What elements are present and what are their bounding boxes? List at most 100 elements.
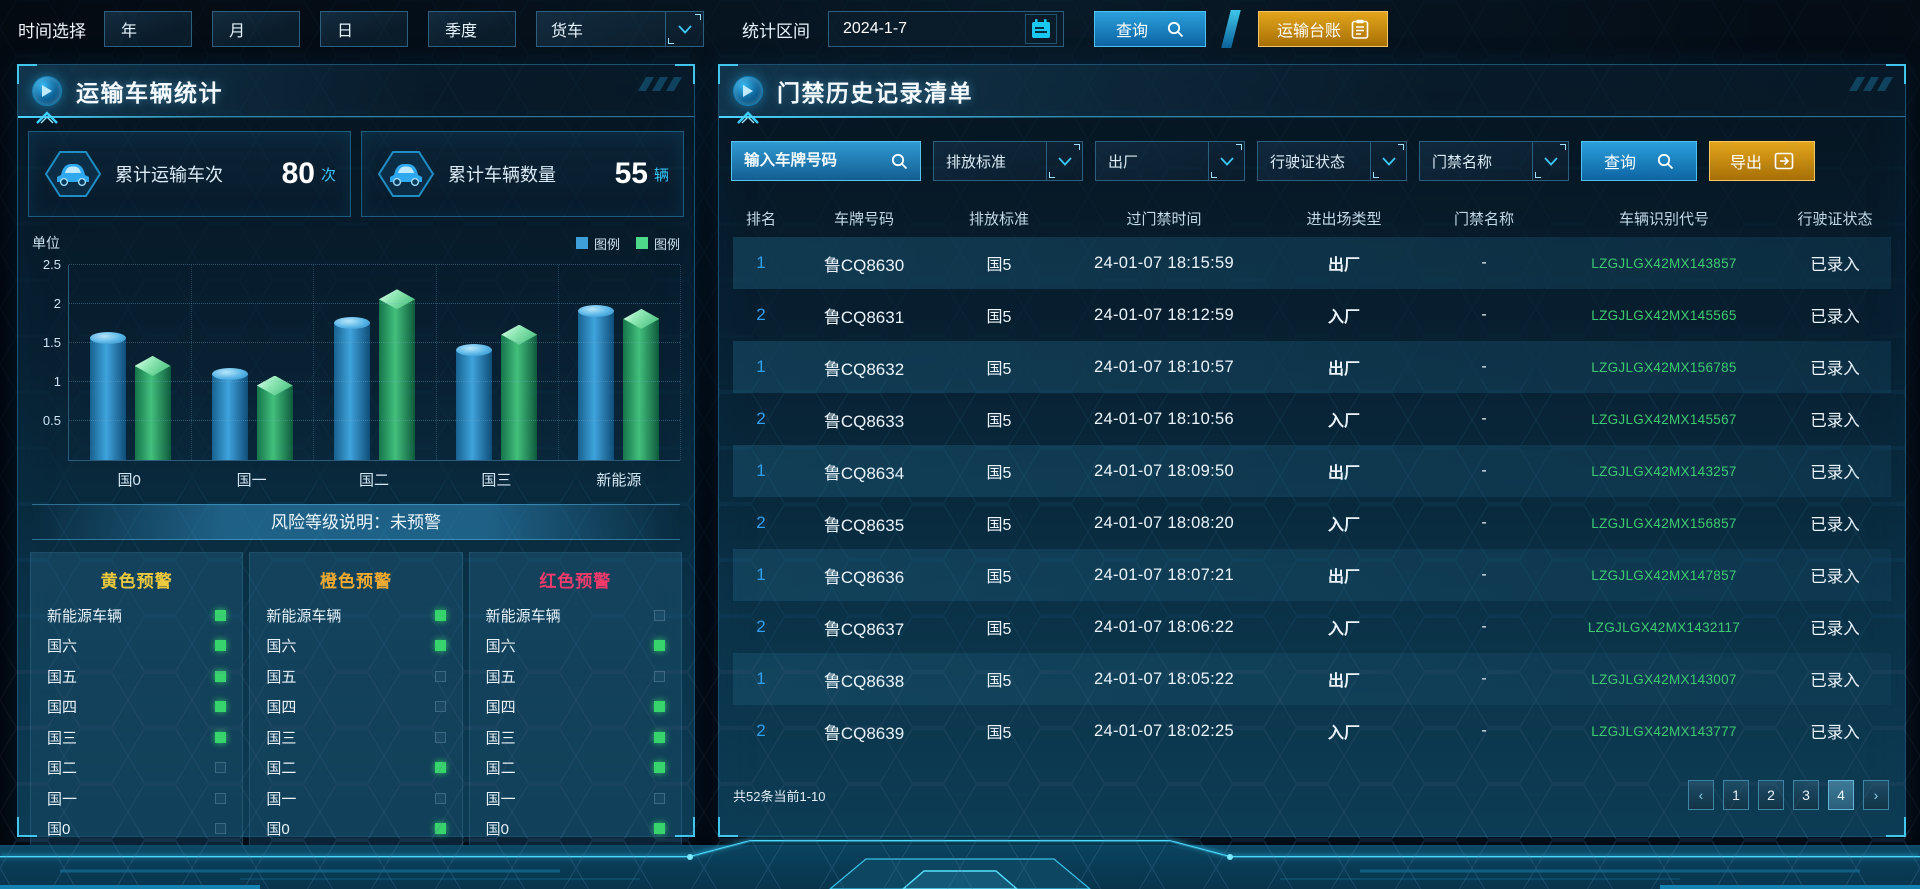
filter-dropdown-4[interactable]: 门禁名称 — [1419, 141, 1569, 181]
rank-cell: 1 — [756, 461, 766, 480]
table-row[interactable]: 1 鲁CQ8634 国5 24-01-07 18:09:50 出厂 - LZGJLGX42M… — [733, 445, 1891, 497]
indicator-on — [215, 609, 227, 621]
table-body: 1 鲁CQ8630 国5 24-01-07 18:15:59 出厂 - LZGJLGX42M… — [733, 237, 1891, 757]
std-cell: 国5 — [986, 257, 1012, 274]
rank-cell: 1 — [756, 357, 766, 376]
column-header-plate: 车牌号码 — [833, 210, 894, 228]
bar-series-2 — [623, 318, 660, 460]
query-button-label: 查询 — [1115, 23, 1148, 40]
export-button[interactable]: 导出 — [1709, 141, 1815, 181]
filter-dropdown-2[interactable]: 出厂 — [1095, 141, 1245, 181]
warning-item: 国五 — [486, 661, 665, 692]
chevron-down-icon — [1208, 142, 1244, 180]
std-cell: 国5 — [986, 569, 1012, 586]
warning-title: 橙色预警 — [319, 572, 392, 591]
warning-column: 黄色预警 新能源车辆 国六 国五 国四 国三 国二 国一 国0 — [30, 552, 244, 857]
legend-swatch — [575, 237, 588, 249]
filter-dropdown-3[interactable]: 行驶证状态 — [1257, 141, 1407, 181]
time-cell: 24-01-07 18:02:25 — [1094, 721, 1234, 740]
page-button-3[interactable]: 3 — [1793, 780, 1819, 810]
table-query-button[interactable]: 查询 — [1581, 141, 1697, 181]
table-row[interactable]: 1 鲁CQ8630 国5 24-01-07 18:15:59 出厂 - LZGJLGX42M… — [733, 237, 1891, 289]
rank-cell: 2 — [756, 305, 766, 324]
plate-cell: 鲁CQ8631 — [823, 307, 905, 327]
chevron-up-decoration — [735, 110, 761, 129]
period-button-4[interactable]: 季度 — [428, 11, 516, 47]
table-row[interactable]: 2 鲁CQ8633 国5 24-01-07 18:10:56 入厂 - LZGJLGX42M… — [733, 393, 1891, 445]
gridline-vertical — [191, 265, 193, 460]
bar-series-2 — [501, 334, 538, 460]
indicator-on — [653, 701, 665, 713]
table-row[interactable]: 2 鲁CQ8635 国5 24-01-07 18:08:20 入厂 - LZGJLGX42M… — [733, 497, 1891, 549]
period-button-3[interactable]: 日 — [320, 11, 408, 47]
left-panel-title: 运输车辆统计 — [76, 79, 223, 106]
plate-cell: 鲁CQ8637 — [823, 619, 905, 639]
chevron-down-icon — [1532, 142, 1568, 180]
warning-label: 国一 — [266, 790, 297, 808]
warning-item: 新能源车辆 — [266, 600, 446, 631]
chevron-down-icon — [1046, 142, 1082, 180]
query-button[interactable]: 查询 — [1094, 11, 1206, 47]
table-row[interactable]: 2 鲁CQ8639 国5 24-01-07 18:02:25 入厂 - LZGJLGX42M… — [733, 705, 1891, 757]
date-picker[interactable] — [828, 11, 1064, 47]
warning-item: 国四 — [486, 692, 665, 723]
bar-group — [69, 265, 191, 460]
indicator-on — [653, 762, 665, 774]
warning-item: 新能源车辆 — [47, 600, 227, 631]
table-row[interactable]: 1 鲁CQ8638 国5 24-01-07 18:05:22 出厂 - LZGJLGX42M… — [733, 653, 1891, 705]
period-button-1[interactable]: 年 — [104, 11, 192, 47]
next-page-button[interactable]: › — [1863, 780, 1889, 810]
y-tick-label: 1 — [53, 374, 61, 389]
x-axis-labels: 国0 国一 国二 国三 新能源 — [68, 469, 680, 490]
bar-group — [436, 265, 558, 460]
warning-item: 国二 — [486, 753, 665, 784]
warning-label: 国二 — [485, 760, 516, 778]
period-button-2[interactable]: 月 — [212, 11, 300, 47]
y-axis-unit-label: 单位 — [32, 235, 60, 251]
warning-label: 国二 — [47, 760, 78, 778]
table-row[interactable]: 1 鲁CQ8632 国5 24-01-07 18:10:57 出厂 - LZGJLGX42M… — [733, 341, 1891, 393]
warning-column: 橙色预警 新能源车辆 国六 国五 国四 国三 国二 国一 国0 — [249, 552, 463, 857]
page-button-2[interactable]: 2 — [1758, 780, 1784, 810]
gridline: 2.5 — [43, 257, 680, 272]
warning-item: 国五 — [266, 661, 446, 692]
column-header-type: 进出场类型 — [1306, 210, 1382, 228]
legend-swatch — [635, 237, 648, 249]
x-axis-label: 国一 — [236, 472, 267, 489]
plate-search-input[interactable] — [744, 152, 890, 170]
table-row[interactable]: 2 鲁CQ8631 国5 24-01-07 18:12:59 入厂 - LZGJLGX42M… — [733, 289, 1891, 341]
prev-page-button[interactable]: ‹ — [1688, 780, 1714, 810]
gridline-vertical — [557, 265, 559, 460]
type-cell: 入厂 — [1327, 725, 1360, 742]
filter-dropdown-1[interactable]: 排放标准 — [933, 141, 1083, 181]
date-input[interactable] — [843, 20, 1025, 38]
table-row[interactable]: 1 鲁CQ8636 国5 24-01-07 18:07:21 出厂 - LZGJLGX42M… — [733, 549, 1891, 601]
transport-ledger-button[interactable]: 运输台账 — [1258, 11, 1388, 47]
std-cell: 国5 — [986, 413, 1012, 430]
warning-item: 国二 — [266, 753, 446, 784]
vin-cell: LZGJLGX42MX143857 — [1591, 255, 1737, 271]
std-cell: 国5 — [986, 725, 1012, 742]
warning-item: 国四 — [266, 692, 446, 723]
warning-label: 国五 — [485, 668, 516, 686]
warning-item: 国一 — [486, 783, 665, 814]
page-button-4[interactable]: 4 — [1828, 780, 1854, 810]
status-cell: 已录入 — [1810, 256, 1860, 274]
vin-cell: LZGJLGX42MX156785 — [1591, 359, 1737, 375]
time-cell: 24-01-07 18:12:59 — [1094, 305, 1234, 324]
indicator-on — [215, 640, 227, 652]
std-cell: 国5 — [986, 517, 1012, 534]
calendar-icon[interactable] — [1025, 14, 1057, 44]
x-axis-label: 国三 — [481, 472, 512, 489]
warning-label: 国一 — [47, 790, 78, 808]
time-cell: 24-01-07 18:06:22 — [1094, 617, 1234, 636]
warning-item: 国六 — [266, 631, 446, 662]
warning-item: 国四 — [47, 692, 227, 723]
table-row[interactable]: 2 鲁CQ8637 国5 24-01-07 18:06:22 入厂 - LZGJLGX42M… — [733, 601, 1891, 653]
plate-search-box[interactable] — [731, 141, 921, 181]
column-header-std: 排放标准 — [968, 210, 1029, 228]
status-cell: 已录入 — [1810, 672, 1860, 690]
page-button-1[interactable]: 1 — [1723, 780, 1749, 810]
vehicle-type-dropdown[interactable]: 货车 — [536, 11, 704, 47]
plate-cell: 鲁CQ8632 — [823, 359, 905, 379]
